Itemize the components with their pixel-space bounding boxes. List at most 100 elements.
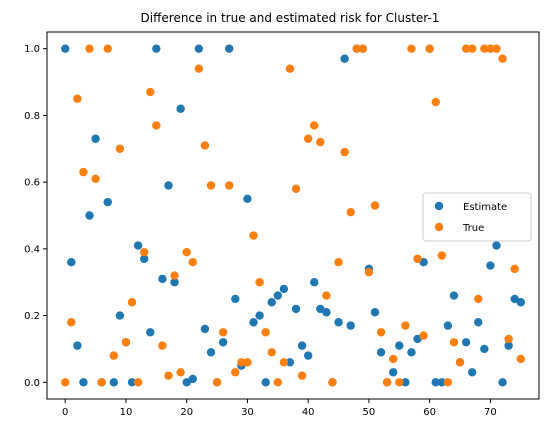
point-estimate-7 (104, 198, 112, 206)
legend: Estimate True (423, 193, 531, 241)
point-true-47 (347, 208, 355, 216)
point-estimate-63 (444, 321, 452, 329)
x-tick-label: 30 (241, 407, 254, 418)
point-estimate-66 (462, 338, 470, 346)
point-true-32 (255, 278, 263, 286)
point-estimate-12 (134, 241, 142, 249)
point-true-57 (407, 44, 415, 52)
point-true-11 (128, 298, 136, 306)
point-true-26 (219, 328, 227, 336)
point-true-55 (395, 378, 403, 386)
point-estimate-22 (195, 44, 203, 52)
point-true-74 (511, 265, 519, 273)
y-tick-label: 0.0 (24, 378, 40, 389)
point-true-33 (261, 328, 269, 336)
point-estimate-57 (407, 348, 415, 356)
point-true-28 (231, 368, 239, 376)
point-true-46 (340, 148, 348, 156)
point-estimate-70 (486, 261, 494, 269)
y-tick-label: 0.8 (24, 111, 40, 122)
point-estimate-17 (164, 181, 172, 189)
point-true-67 (468, 44, 476, 52)
point-estimate-43 (322, 308, 330, 316)
point-estimate-52 (377, 348, 385, 356)
point-estimate-64 (450, 291, 458, 299)
point-true-21 (189, 258, 197, 266)
point-true-52 (377, 328, 385, 336)
point-true-24 (207, 181, 215, 189)
point-estimate-45 (334, 318, 342, 326)
point-estimate-68 (474, 318, 482, 326)
point-true-0 (61, 378, 69, 386)
point-estimate-3 (79, 378, 87, 386)
x-tick-label: 10 (120, 407, 133, 418)
point-true-1 (67, 318, 75, 326)
point-true-53 (383, 378, 391, 386)
x-tick-label: 50 (363, 407, 376, 418)
point-true-20 (183, 248, 191, 256)
point-true-19 (176, 368, 184, 376)
point-true-60 (425, 44, 433, 52)
point-true-54 (389, 355, 397, 363)
point-true-15 (152, 121, 160, 129)
point-true-42 (316, 138, 324, 146)
point-estimate-36 (280, 285, 288, 293)
point-estimate-26 (219, 338, 227, 346)
point-estimate-71 (492, 241, 500, 249)
point-true-41 (310, 121, 318, 129)
point-true-13 (140, 248, 148, 256)
point-true-58 (413, 255, 421, 263)
point-true-14 (146, 88, 154, 96)
point-true-6 (97, 378, 105, 386)
point-true-12 (134, 378, 142, 386)
point-estimate-8 (110, 378, 118, 386)
point-true-22 (195, 65, 203, 73)
point-estimate-46 (340, 54, 348, 62)
x-tick-label: 0 (62, 407, 68, 418)
point-true-25 (213, 378, 221, 386)
chart-title: Difference in true and estimated risk fo… (141, 11, 440, 25)
point-estimate-40 (304, 351, 312, 359)
point-true-16 (158, 341, 166, 349)
point-true-40 (304, 135, 312, 143)
legend-label-estimate: Estimate (463, 202, 507, 213)
x-tick-label: 20 (180, 407, 193, 418)
point-true-31 (249, 231, 257, 239)
point-estimate-31 (249, 318, 257, 326)
point-true-5 (91, 175, 99, 183)
point-estimate-67 (468, 368, 476, 376)
y-tick-label: 0.6 (24, 178, 40, 189)
point-estimate-1 (67, 258, 75, 266)
point-estimate-2 (73, 341, 81, 349)
point-true-43 (322, 291, 330, 299)
point-estimate-47 (347, 321, 355, 329)
point-estimate-75 (517, 298, 525, 306)
point-estimate-28 (231, 295, 239, 303)
point-true-71 (492, 44, 500, 52)
point-estimate-72 (498, 378, 506, 386)
point-estimate-4 (85, 211, 93, 219)
point-true-65 (456, 358, 464, 366)
point-estimate-35 (274, 291, 282, 299)
point-estimate-39 (298, 341, 306, 349)
point-estimate-38 (292, 305, 300, 313)
point-estimate-32 (255, 311, 263, 319)
point-true-35 (274, 378, 282, 386)
point-true-3 (79, 168, 87, 176)
point-true-64 (450, 338, 458, 346)
point-true-30 (243, 358, 251, 366)
point-true-62 (438, 251, 446, 259)
point-estimate-54 (389, 368, 397, 376)
point-true-8 (110, 351, 118, 359)
point-true-10 (122, 338, 130, 346)
point-estimate-24 (207, 348, 215, 356)
point-estimate-16 (158, 275, 166, 283)
x-tick-label: 40 (302, 407, 315, 418)
point-estimate-21 (189, 375, 197, 383)
point-true-63 (444, 378, 452, 386)
point-true-75 (517, 355, 525, 363)
y-axis: 0.00.20.40.60.81.0 (24, 44, 47, 389)
x-axis: 0 10 20 30 40 50 60 70 (62, 399, 497, 418)
x-tick-label: 60 (423, 407, 436, 418)
point-true-23 (201, 141, 209, 149)
